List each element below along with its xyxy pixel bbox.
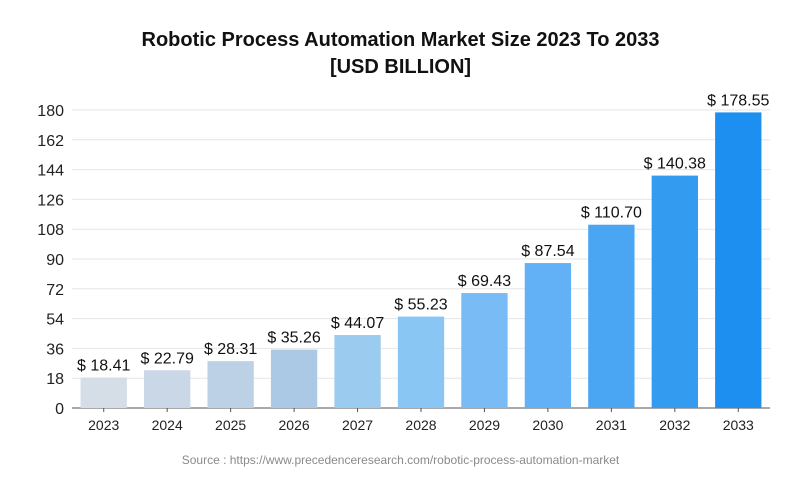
bar <box>588 224 635 408</box>
y-tick-label: 54 <box>46 312 64 329</box>
y-tick-label: 126 <box>37 192 64 209</box>
x-tick-label: 2030 <box>532 417 563 433</box>
bar <box>144 370 191 408</box>
y-tick-label: 72 <box>46 282 64 299</box>
bar <box>524 263 572 408</box>
y-tick-label: 180 <box>37 103 64 120</box>
bar <box>715 112 762 408</box>
bar <box>207 361 254 408</box>
data-label: $ 18.41 <box>77 358 130 375</box>
bar <box>270 349 318 408</box>
data-label: $ 87.54 <box>521 243 574 260</box>
x-tick-label: 2033 <box>723 417 754 433</box>
y-tick-label: 36 <box>46 341 64 358</box>
data-label: $ 44.07 <box>331 315 384 332</box>
x-tick-label: 2032 <box>659 417 690 433</box>
data-label: $ 28.31 <box>204 341 257 358</box>
data-label: $ 22.79 <box>140 350 193 367</box>
bar <box>397 316 445 408</box>
data-label: $ 140.38 <box>644 156 706 173</box>
x-tick-label: 2027 <box>342 417 373 433</box>
x-tick-label: 2025 <box>215 417 246 433</box>
chart-subtitle: [USD BILLION] <box>329 56 472 78</box>
x-tick-label: 2026 <box>279 417 310 433</box>
x-tick-label: 2023 <box>88 417 119 433</box>
x-tick-label: 2024 <box>152 417 183 433</box>
y-tick-label: 162 <box>37 133 64 150</box>
data-label: $ 35.26 <box>267 330 320 347</box>
data-label: $ 69.43 <box>458 273 511 290</box>
bar <box>80 377 127 408</box>
bar <box>334 335 381 408</box>
y-tick-label: 90 <box>46 252 64 269</box>
x-tick-label: 2031 <box>596 417 627 433</box>
y-tick-label: 18 <box>46 371 64 388</box>
x-tick-label: 2028 <box>405 417 436 433</box>
data-label: $ 55.23 <box>394 297 447 314</box>
x-tick-label: 2029 <box>469 417 500 433</box>
data-label: $ 110.70 <box>581 205 642 222</box>
y-tick-label: 108 <box>37 222 64 239</box>
y-tick-label: 0 <box>55 401 64 418</box>
data-label: $ 178.55 <box>707 92 769 109</box>
y-tick-label: 144 <box>37 163 64 180</box>
source-note: Source : https://www.precedenceresearch.… <box>181 453 620 467</box>
bar <box>461 293 508 408</box>
bar <box>651 175 698 408</box>
chart-title: Robotic Process Automation Market Size 2… <box>141 29 660 51</box>
